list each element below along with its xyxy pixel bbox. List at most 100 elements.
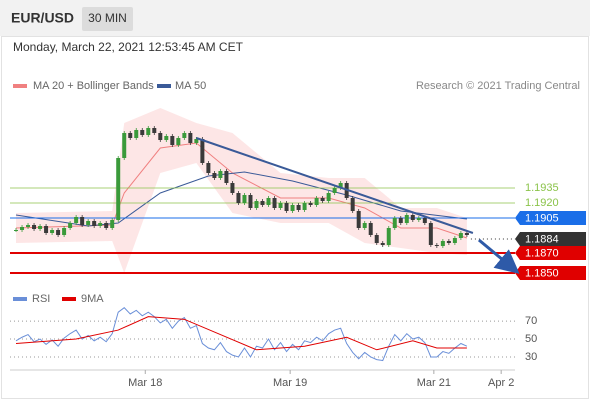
level-label: 1.1935 xyxy=(525,182,559,194)
candle xyxy=(146,128,151,135)
candle xyxy=(182,133,187,138)
candle xyxy=(38,226,43,229)
candle xyxy=(122,133,127,158)
candle xyxy=(362,223,367,228)
candle xyxy=(32,225,37,229)
candle xyxy=(86,221,91,225)
interval[interactable]: 30 MIN xyxy=(88,11,127,25)
candle xyxy=(260,201,265,205)
candle xyxy=(386,228,391,245)
candle xyxy=(218,171,223,178)
candle xyxy=(338,183,343,188)
ma20-line xyxy=(15,142,468,239)
candle xyxy=(242,195,247,203)
candle xyxy=(44,226,49,233)
y-tick-label: 30 xyxy=(525,351,537,363)
candle xyxy=(212,173,217,178)
candle xyxy=(50,230,55,233)
candle xyxy=(398,218,403,223)
candle xyxy=(404,215,409,223)
legend-label: MA 50 xyxy=(175,80,206,92)
level-box xyxy=(515,232,586,246)
candle xyxy=(128,133,133,138)
candle xyxy=(98,223,103,226)
x-tick-label: Apr 2 xyxy=(488,377,514,389)
level-box xyxy=(515,266,586,280)
candle xyxy=(224,171,229,183)
x-tick-label: Mar 21 xyxy=(417,377,451,389)
candle xyxy=(170,136,175,145)
candle xyxy=(326,193,331,201)
candle xyxy=(116,158,121,220)
candle xyxy=(68,223,73,228)
level-box xyxy=(515,246,586,260)
candle xyxy=(188,133,193,143)
candle xyxy=(176,138,181,145)
legend-swatch xyxy=(62,297,76,301)
level-label: 1.1850 xyxy=(525,267,559,279)
x-tick-label: Mar 18 xyxy=(128,377,162,389)
candle xyxy=(110,220,115,228)
candle xyxy=(422,218,427,223)
candle xyxy=(410,215,415,220)
candle xyxy=(290,205,295,211)
candle xyxy=(206,163,211,173)
legend-swatch xyxy=(157,84,171,88)
candle xyxy=(308,203,313,205)
panel xyxy=(1,36,589,399)
candle xyxy=(92,221,97,226)
candle xyxy=(248,195,253,208)
level-box xyxy=(515,211,586,225)
candle xyxy=(314,198,319,205)
candle xyxy=(320,198,325,201)
candle xyxy=(164,136,169,140)
candle xyxy=(356,211,361,228)
candle xyxy=(62,228,67,235)
candle xyxy=(278,203,283,208)
candle xyxy=(56,230,61,235)
rsi-line xyxy=(15,316,467,351)
y-tick-label: 70 xyxy=(525,315,537,327)
candle xyxy=(374,235,379,243)
candle xyxy=(26,225,31,227)
candle xyxy=(266,198,271,205)
candle xyxy=(272,198,277,208)
y-tick-label: 50 xyxy=(525,333,537,345)
candle xyxy=(20,227,25,230)
level-label: 1.1905 xyxy=(525,212,559,224)
candle xyxy=(284,203,289,211)
candle xyxy=(152,128,157,133)
candle xyxy=(458,233,463,238)
x-tick-label: Mar 19 xyxy=(273,377,307,389)
symbol: EUR/USD xyxy=(11,10,74,26)
candle xyxy=(302,203,307,210)
source: Research © 2021 Trading Central xyxy=(416,80,580,92)
trendline xyxy=(196,137,474,234)
candle xyxy=(332,188,337,193)
rsi-line xyxy=(15,307,468,362)
candle xyxy=(296,205,301,210)
candle xyxy=(350,198,355,211)
candle xyxy=(134,130,139,138)
legend-label: MA 20 + Bollinger Bands xyxy=(33,80,154,92)
candle xyxy=(416,218,421,220)
level-label: 1.1870 xyxy=(525,247,559,259)
candle xyxy=(452,238,457,243)
candle xyxy=(230,183,235,193)
timestamp: Monday, March 22, 2021 12:53:45 AM CET xyxy=(13,40,244,54)
interval-box[interactable] xyxy=(82,7,133,31)
level-label: 1.1920 xyxy=(525,197,559,209)
candle xyxy=(200,139,205,163)
candle xyxy=(104,223,109,228)
bollinger-band xyxy=(16,108,467,273)
candle xyxy=(140,130,145,135)
candle xyxy=(158,133,163,140)
candle xyxy=(236,193,241,203)
candle xyxy=(380,243,385,245)
candle xyxy=(74,217,79,223)
level-label: 1.1884 xyxy=(525,233,559,245)
candle xyxy=(80,217,85,225)
legend-swatch xyxy=(13,84,27,88)
forecast-arrow xyxy=(477,238,520,274)
